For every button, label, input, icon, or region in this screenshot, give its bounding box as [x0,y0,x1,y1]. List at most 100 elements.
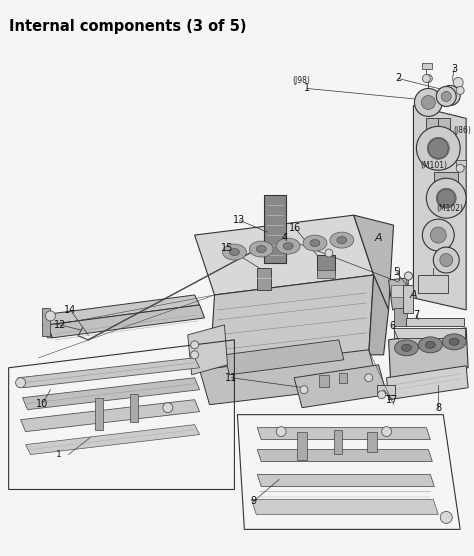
Text: 1: 1 [304,83,310,93]
Ellipse shape [394,340,419,356]
Bar [95,398,103,430]
Polygon shape [195,215,374,295]
Text: 12: 12 [54,320,66,330]
Text: 2: 2 [395,73,401,83]
Circle shape [382,426,392,436]
Polygon shape [26,425,200,455]
Circle shape [438,189,455,207]
Bar [319,375,329,387]
Circle shape [453,77,463,87]
Polygon shape [413,106,466,310]
Ellipse shape [442,334,466,350]
Bar [393,308,408,326]
Polygon shape [257,450,432,461]
Circle shape [421,96,435,110]
Circle shape [417,126,460,170]
Polygon shape [389,328,468,380]
Text: A: A [410,290,417,300]
Text: (J98): (J98) [292,76,310,85]
Text: 14: 14 [64,305,76,315]
Polygon shape [188,325,228,375]
Polygon shape [389,278,410,310]
Circle shape [456,87,464,95]
Circle shape [424,75,432,82]
Text: 5: 5 [393,267,400,277]
Polygon shape [200,350,379,405]
Bar [367,431,377,451]
Circle shape [433,247,459,273]
Circle shape [378,391,385,399]
Circle shape [325,249,333,257]
Circle shape [191,351,199,359]
Polygon shape [43,325,53,338]
Ellipse shape [337,237,347,244]
Circle shape [436,188,456,208]
Text: 4: 4 [281,233,287,243]
Bar [297,431,307,460]
Text: 6: 6 [390,321,396,331]
Ellipse shape [330,232,354,248]
Polygon shape [43,295,200,325]
Ellipse shape [425,341,435,348]
Circle shape [428,137,449,160]
Text: 8: 8 [435,403,441,413]
Polygon shape [225,340,344,375]
Circle shape [445,91,455,101]
Bar [407,318,464,326]
Text: 16: 16 [289,223,301,233]
Circle shape [276,426,286,436]
Text: (M101): (M101) [421,161,448,170]
Text: 9: 9 [250,497,256,507]
Circle shape [365,374,373,382]
Text: (M102): (M102) [437,203,464,213]
Bar [391,285,409,297]
Bar [377,385,394,395]
Circle shape [456,164,464,172]
Circle shape [436,87,456,106]
Bar [393,328,465,338]
Circle shape [440,86,460,106]
Circle shape [404,272,412,280]
Polygon shape [257,474,434,486]
Text: (J86): (J86) [453,126,471,135]
Ellipse shape [283,242,293,250]
Polygon shape [257,428,430,440]
Bar [264,195,286,263]
Text: 3: 3 [451,63,457,73]
Text: 13: 13 [233,215,246,225]
Bar [434,172,458,188]
Circle shape [430,227,446,243]
Polygon shape [354,215,393,310]
Bar [456,160,466,166]
Text: 15: 15 [221,243,234,253]
Circle shape [300,386,308,394]
Polygon shape [47,305,205,338]
Text: A: A [375,233,383,243]
Circle shape [427,178,466,218]
Circle shape [428,138,448,158]
Bar [403,285,413,313]
Bar [43,308,50,336]
Text: 10: 10 [36,399,49,409]
Ellipse shape [249,241,273,257]
Bar [257,268,271,290]
Bar [339,373,347,383]
Circle shape [404,272,412,280]
Ellipse shape [256,246,266,252]
Circle shape [46,311,55,321]
Circle shape [422,75,430,82]
Circle shape [441,92,451,101]
Circle shape [414,88,442,116]
Ellipse shape [229,249,239,256]
Text: Internal components (3 of 5): Internal components (3 of 5) [9,19,246,34]
Circle shape [422,219,454,251]
Bar [130,394,138,421]
Circle shape [440,254,453,266]
Bar [422,62,432,68]
Text: 11: 11 [225,373,237,383]
Ellipse shape [449,339,459,345]
Ellipse shape [401,344,411,351]
Ellipse shape [303,235,327,251]
Ellipse shape [222,244,246,260]
Ellipse shape [419,337,442,353]
